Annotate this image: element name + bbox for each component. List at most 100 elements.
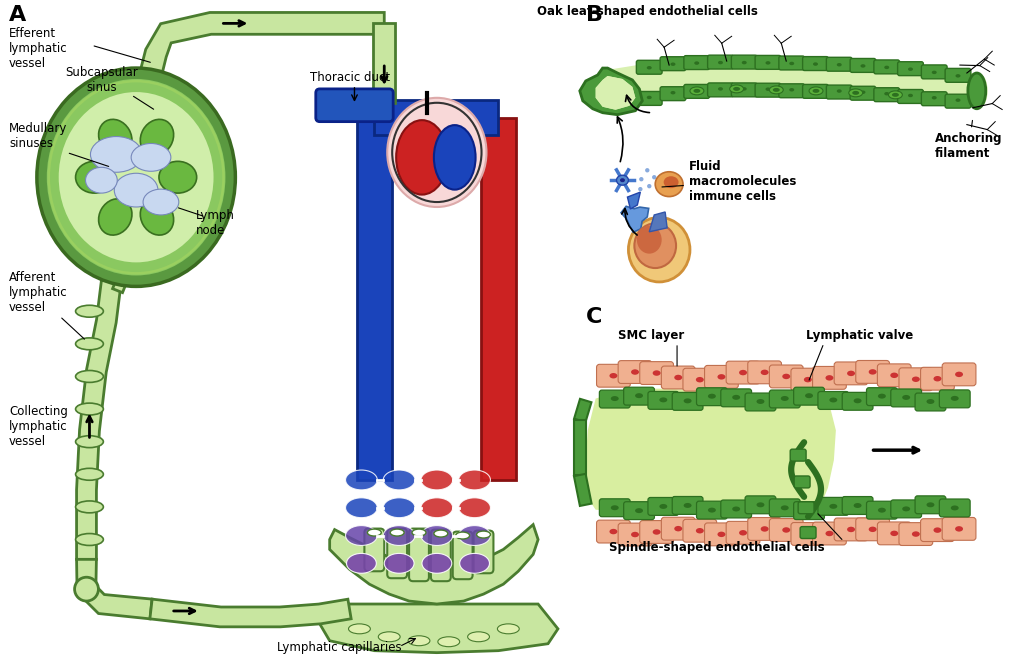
Ellipse shape [716,531,725,537]
FancyBboxPatch shape [897,62,922,76]
Ellipse shape [422,553,451,574]
FancyBboxPatch shape [938,390,969,408]
FancyBboxPatch shape [672,496,702,514]
Ellipse shape [925,399,933,404]
FancyBboxPatch shape [726,361,759,384]
Ellipse shape [891,93,898,97]
Ellipse shape [345,470,377,490]
FancyBboxPatch shape [768,499,799,517]
Ellipse shape [99,119,131,156]
Ellipse shape [729,85,743,93]
Ellipse shape [608,373,616,378]
Ellipse shape [459,525,490,545]
FancyBboxPatch shape [731,83,756,97]
Ellipse shape [421,525,452,545]
Polygon shape [585,385,835,517]
Ellipse shape [412,529,426,536]
FancyBboxPatch shape [599,499,630,517]
Ellipse shape [930,96,935,100]
Ellipse shape [741,61,746,64]
FancyBboxPatch shape [855,360,889,383]
Ellipse shape [907,67,912,71]
Ellipse shape [877,393,884,399]
Ellipse shape [694,61,699,65]
Ellipse shape [628,217,689,282]
FancyBboxPatch shape [639,362,673,385]
FancyBboxPatch shape [942,517,975,541]
Ellipse shape [950,506,958,510]
FancyBboxPatch shape [720,389,751,407]
Ellipse shape [756,399,763,404]
Ellipse shape [141,199,173,235]
FancyBboxPatch shape [825,85,851,99]
FancyBboxPatch shape [659,86,685,100]
FancyBboxPatch shape [793,502,823,519]
FancyBboxPatch shape [636,92,661,106]
FancyBboxPatch shape [817,498,848,515]
Circle shape [646,184,651,188]
Ellipse shape [707,508,715,513]
Ellipse shape [828,504,837,509]
Ellipse shape [390,529,404,536]
FancyBboxPatch shape [945,94,970,108]
Ellipse shape [888,91,902,99]
FancyBboxPatch shape [623,387,654,405]
Ellipse shape [824,531,833,536]
Ellipse shape [421,498,452,517]
Ellipse shape [395,120,447,195]
Ellipse shape [674,526,682,531]
Ellipse shape [658,504,666,509]
Ellipse shape [91,137,142,172]
FancyBboxPatch shape [790,368,824,391]
Ellipse shape [733,87,740,91]
Ellipse shape [804,393,812,398]
Ellipse shape [693,89,700,93]
Ellipse shape [768,86,783,94]
Text: Fluid
macromolecules
immune cells: Fluid macromolecules immune cells [661,160,796,203]
Ellipse shape [950,396,958,401]
FancyBboxPatch shape [779,56,804,70]
Ellipse shape [782,374,790,379]
FancyBboxPatch shape [897,90,922,104]
FancyBboxPatch shape [683,55,709,69]
Text: B: B [585,5,602,25]
Ellipse shape [497,624,519,634]
FancyBboxPatch shape [866,387,897,405]
FancyBboxPatch shape [898,523,931,545]
Ellipse shape [828,397,837,403]
FancyBboxPatch shape [842,392,872,411]
Polygon shape [627,192,640,209]
FancyBboxPatch shape [659,57,685,71]
FancyBboxPatch shape [942,363,975,386]
Ellipse shape [717,87,722,90]
FancyBboxPatch shape [779,84,804,98]
Ellipse shape [631,370,638,375]
Ellipse shape [75,469,103,480]
Ellipse shape [760,370,768,375]
FancyBboxPatch shape [898,368,931,391]
Circle shape [74,578,98,601]
FancyBboxPatch shape [430,529,450,581]
FancyBboxPatch shape [790,449,805,461]
FancyBboxPatch shape [754,55,781,69]
FancyBboxPatch shape [647,391,678,409]
FancyBboxPatch shape [849,86,875,100]
Text: Afferent
lymphatic
vessel: Afferent lymphatic vessel [9,271,67,314]
FancyBboxPatch shape [707,83,733,97]
FancyBboxPatch shape [768,365,802,388]
Text: Lymph
node: Lymph node [196,209,234,237]
Ellipse shape [782,527,790,533]
FancyBboxPatch shape [920,519,954,541]
Ellipse shape [408,636,429,645]
Ellipse shape [689,87,703,95]
FancyBboxPatch shape [812,522,846,545]
Ellipse shape [852,91,858,95]
Ellipse shape [75,338,103,350]
Ellipse shape [652,370,660,376]
Ellipse shape [930,71,935,74]
Ellipse shape [674,375,682,380]
FancyBboxPatch shape [704,523,738,546]
Ellipse shape [890,373,898,378]
FancyBboxPatch shape [683,368,716,391]
Ellipse shape [803,377,811,382]
